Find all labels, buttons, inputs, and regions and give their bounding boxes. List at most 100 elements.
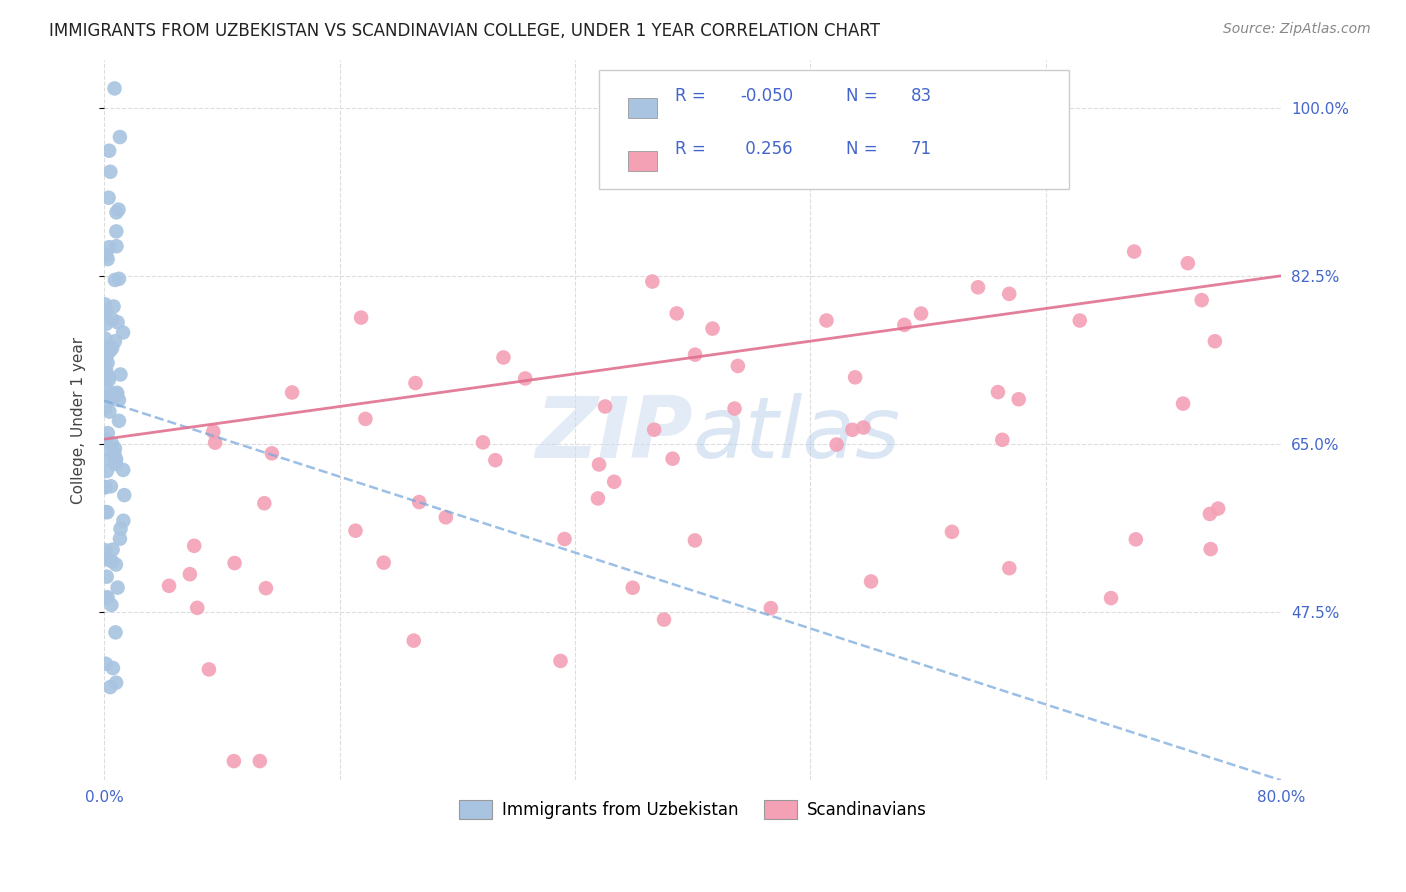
Legend: Immigrants from Uzbekistan, Scandinavians: Immigrants from Uzbekistan, Scandinavian… [451, 794, 934, 826]
Point [100, 388, 122, 402]
Point [1008, 392, 1031, 407]
Point [683, 348, 706, 362]
Point [224, 556, 246, 570]
Point [94, 480, 117, 494]
Point [97, 389, 120, 403]
Point [186, 600, 208, 615]
FancyBboxPatch shape [628, 98, 658, 119]
Point [108, 532, 131, 546]
FancyBboxPatch shape [628, 151, 658, 170]
Point [702, 321, 724, 335]
Point [107, 202, 129, 217]
Point [1123, 244, 1146, 259]
Text: R =: R = [675, 140, 711, 158]
Point [108, 414, 131, 428]
Point [621, 581, 644, 595]
Point [98, 165, 121, 179]
Point [97, 443, 120, 458]
Point [603, 475, 626, 489]
Point [222, 754, 245, 768]
Point [987, 385, 1010, 400]
Point [96, 505, 118, 519]
Point [94, 363, 117, 377]
Point [515, 371, 537, 385]
Text: Source: ZipAtlas.com: Source: ZipAtlas.com [1223, 22, 1371, 37]
Point [94, 432, 117, 446]
Point [96, 349, 118, 363]
Point [97, 340, 120, 354]
Point [727, 359, 749, 373]
Point [103, 446, 125, 460]
Point [94, 303, 117, 318]
Point [94, 305, 117, 319]
Point [402, 633, 425, 648]
Point [104, 558, 127, 572]
Point [991, 433, 1014, 447]
Point [94, 382, 117, 396]
Point [910, 307, 932, 321]
Point [104, 273, 127, 287]
Point [104, 442, 127, 456]
Point [94, 480, 117, 494]
Text: 71: 71 [911, 140, 932, 158]
Point [373, 556, 395, 570]
Point [112, 488, 135, 502]
Point [1204, 334, 1226, 349]
Point [1171, 396, 1194, 410]
Point [998, 561, 1021, 575]
Point [202, 425, 225, 439]
Point [105, 205, 128, 219]
Point [94, 368, 117, 382]
Point [550, 654, 572, 668]
Point [471, 435, 494, 450]
Point [841, 423, 863, 437]
Point [967, 280, 990, 294]
Point [94, 657, 117, 671]
Point [112, 326, 135, 340]
Point [254, 581, 277, 595]
Point [661, 451, 683, 466]
Point [94, 331, 117, 345]
Point [844, 370, 866, 384]
Point [204, 435, 226, 450]
Point [110, 522, 132, 536]
Point [641, 275, 664, 289]
Point [101, 554, 124, 568]
Point [643, 423, 665, 437]
Point [97, 369, 120, 384]
Point [665, 306, 688, 320]
Point [860, 574, 883, 589]
Point [100, 479, 122, 493]
Point [683, 533, 706, 548]
Point [825, 437, 848, 451]
Point [94, 297, 117, 311]
Text: 83: 83 [911, 87, 932, 105]
Point [281, 385, 304, 400]
Point [98, 405, 121, 419]
Point [104, 454, 127, 468]
Point [112, 514, 135, 528]
Point [96, 552, 118, 566]
Point [94, 401, 117, 416]
Point [98, 343, 121, 358]
Point [94, 591, 117, 605]
Point [97, 356, 120, 370]
Point [105, 675, 128, 690]
Point [94, 361, 117, 376]
Point [96, 345, 118, 359]
Point [941, 524, 963, 539]
Point [97, 591, 120, 605]
Point [105, 451, 128, 466]
Point [1125, 533, 1147, 547]
Point [1206, 501, 1229, 516]
Point [588, 458, 610, 472]
Point [344, 524, 367, 538]
Point [98, 240, 121, 254]
Point [998, 286, 1021, 301]
Point [198, 662, 221, 676]
Point [1177, 256, 1199, 270]
Point [101, 542, 124, 557]
Point [97, 426, 120, 441]
Point [101, 392, 124, 406]
Point [103, 300, 125, 314]
